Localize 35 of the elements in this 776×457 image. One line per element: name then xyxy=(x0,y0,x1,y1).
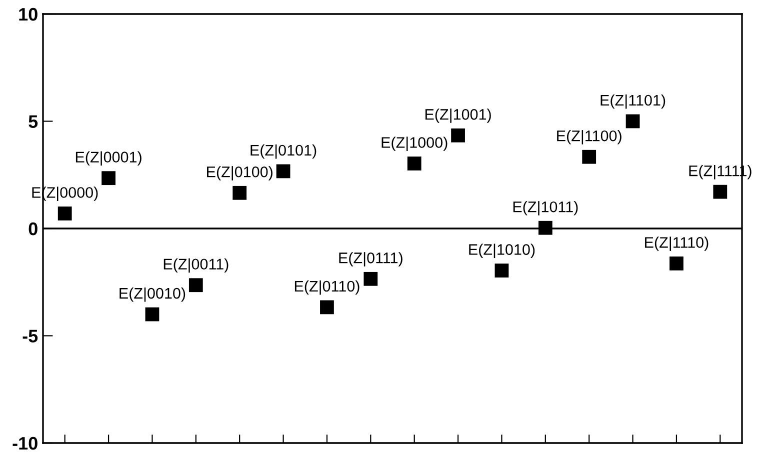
annotation: E(Z|0001) xyxy=(76,151,142,166)
annotation: E(Z|1000) xyxy=(382,136,448,152)
point xyxy=(145,307,160,322)
point xyxy=(102,171,116,186)
point xyxy=(276,164,290,178)
annotation: E(Z|1001) xyxy=(425,108,491,123)
point xyxy=(538,220,552,235)
annotation: E(Z|1010) xyxy=(469,244,535,258)
y-tick-label: 5 xyxy=(28,115,38,128)
point xyxy=(58,206,72,220)
point xyxy=(364,272,378,286)
annotation: E(Z|0010) xyxy=(120,287,186,302)
annotation: E(Z|1100) xyxy=(557,130,622,144)
point xyxy=(582,150,596,164)
y-tick-label: -10 xyxy=(12,436,38,450)
point xyxy=(407,156,422,170)
annotation: E(Z|0101) xyxy=(250,144,316,159)
point xyxy=(713,184,728,199)
point xyxy=(451,128,465,142)
point xyxy=(232,186,247,200)
annotation: E(Z|0110) xyxy=(294,280,360,295)
y-tick-label: 10 xyxy=(19,8,38,21)
annotation: E(Z|1011) xyxy=(513,201,578,216)
annotation: E(Z|0100) xyxy=(207,166,272,180)
annotation: E(Z|1101) xyxy=(600,94,666,109)
point xyxy=(670,256,684,270)
point xyxy=(320,300,334,314)
y-tick-label: -5 xyxy=(22,330,38,342)
point xyxy=(188,278,203,292)
point xyxy=(494,264,509,278)
y-tick-label: 0 xyxy=(28,222,38,236)
point xyxy=(626,114,640,128)
annotation: E(Z|0111) xyxy=(339,252,402,266)
annotation: E(Z|1110) xyxy=(645,236,708,251)
annotation: E(Z|0011) xyxy=(164,258,228,273)
